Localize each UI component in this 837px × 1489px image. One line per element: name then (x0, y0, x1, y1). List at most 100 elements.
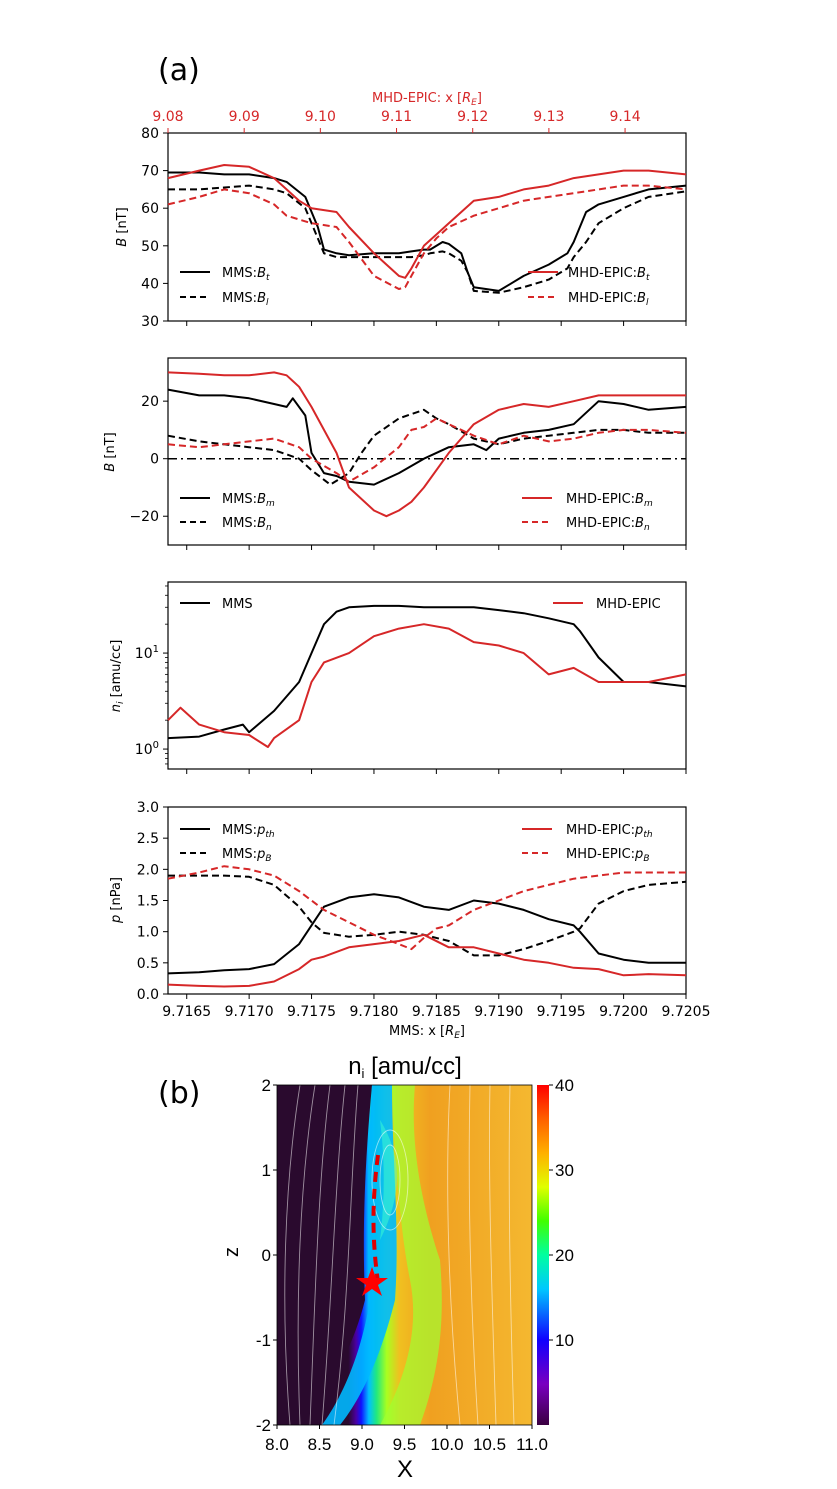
y-tick-label: 60 (141, 201, 159, 217)
legend-label: MMS:Bm (222, 492, 275, 509)
y-tick-label: 0.5 (137, 956, 159, 972)
x-tick-label: 9.7205 (662, 1004, 711, 1020)
x-tick-label: 9.7180 (349, 1004, 398, 1020)
colorbar (537, 1085, 549, 1425)
series-line (167, 408, 686, 486)
legend-label: MHD-EPIC (596, 597, 661, 612)
top-tick-label: 9.08 (152, 109, 183, 125)
panel-b-mn-series (167, 371, 687, 518)
series-line (168, 874, 687, 957)
series-line (167, 371, 686, 518)
map-island (380, 1120, 397, 1240)
y-tick-label: 2.0 (137, 862, 159, 878)
series-line (167, 417, 687, 483)
panel-pressure-series (167, 865, 687, 988)
y-tick-label: 0 (150, 452, 159, 468)
panel-b-total-series (167, 164, 687, 294)
panel-a-label: (a) (158, 53, 200, 88)
y-tick-label: 70 (141, 164, 159, 180)
y-tick-label: 20 (141, 394, 159, 410)
series-line (167, 604, 687, 740)
y-tick-label: 30 (141, 314, 159, 330)
legend-label: MMS:pB (222, 847, 272, 864)
map-x-tick-label: 10.0 (430, 1435, 463, 1454)
top-tick-label: 9.09 (229, 109, 260, 125)
colorbar-tick-label: 40 (555, 1076, 574, 1095)
y-tick-label: 1.5 (137, 894, 159, 910)
map-dark-region (277, 1085, 372, 1425)
y-tick-label: 2.5 (137, 831, 159, 847)
panel-pressure: 0.0 0.5 1.0 1.5 2.0 2.5 3.0 9.7165 9.7170 9.7175… (109, 800, 711, 1041)
series-line (167, 623, 687, 748)
panel-density-ylabel: ni [amu/cc] (109, 640, 126, 713)
x-tick-label: 9.7175 (287, 1004, 336, 1020)
map-ylabel: z (221, 1247, 243, 1257)
legend-left: MMS (180, 597, 253, 612)
x-tick-label: 9.7165 (162, 1004, 211, 1020)
x-axis-label: MMS: x [RE] (389, 1024, 465, 1041)
series-line (167, 893, 686, 975)
x-tick-label: 9.7195 (537, 1004, 586, 1020)
panel-b-mn-ylabel: B [nT] (103, 432, 118, 471)
top-axis-label: MHD-EPIC: x [RE] (372, 91, 482, 108)
map-y-tick-label: 2 (262, 1076, 271, 1095)
series-line (167, 184, 687, 290)
top-tick-label: 9.12 (457, 109, 488, 125)
legend-right: MHD-EPIC:Bt MHD-EPIC:Bl (528, 266, 650, 308)
y-tick-label: 50 (141, 239, 159, 255)
legend-left: MMS:Bt MMS:Bl (180, 266, 270, 308)
panel-density-yticks: 100 101 (135, 585, 687, 774)
density-map-panel: ni [amu/cc] 210-1-2 (221, 1053, 574, 1483)
legend-label: MHD-EPIC:pth (566, 823, 653, 840)
panel-b-total: 30 40 50 60 70 80 9.08 9.09 9.10 9.11 9.12 9.13 9.1… (115, 91, 687, 330)
y-tick-label: 100 (135, 740, 159, 758)
map-x-tick-label: 10.5 (473, 1435, 506, 1454)
series-line (167, 164, 687, 279)
series-line (167, 388, 687, 486)
map-x-tick-label: 11.0 (516, 1435, 548, 1454)
legend-label: MMS:pth (222, 823, 275, 840)
panel-pressure-yticks: 0.0 0.5 1.0 1.5 2.0 2.5 3.0 (137, 800, 687, 1003)
panel-b-mn-frame (167, 357, 687, 546)
series-line (168, 184, 687, 294)
panel-b-mn: −20 0 20 B [nT] MMS:Bm MMS:Bn MHD-EPIC:Bm … (103, 357, 687, 550)
map-xlabel: X (397, 1456, 413, 1483)
map-y-tick-label: 0 (262, 1246, 271, 1265)
map-y-tick-label: -2 (256, 1416, 271, 1435)
panel-b-total-top-axis: 9.08 9.09 9.10 9.11 9.12 9.13 9.14 (152, 109, 641, 133)
top-tick-label: 9.10 (305, 109, 336, 125)
legend-label: MHD-EPIC:Bt (568, 266, 650, 283)
panel-pressure-ylabel: p [nPa] (109, 877, 124, 924)
map-x-tick-label: 9.5 (393, 1435, 417, 1454)
legend-right: MHD-EPIC (553, 597, 661, 612)
top-tick-label: 9.13 (533, 109, 564, 125)
y-tick-label: 101 (135, 644, 159, 662)
legend-right: MHD-EPIC:Bm MHD-EPIC:Bn (522, 492, 653, 533)
panel-b-total-frame (167, 132, 687, 322)
map-x-tick-label: 8.0 (265, 1435, 289, 1454)
map-y-tick-label: 1 (262, 1161, 271, 1180)
map-x-tick-label: 9.0 (350, 1435, 374, 1454)
legend-right: MHD-EPIC:pth MHD-EPIC:pB (522, 823, 653, 864)
map-image (277, 1085, 532, 1425)
legend-label: MMS:Bt (222, 266, 270, 283)
top-tick-label: 9.14 (609, 109, 640, 125)
legend-label: MHD-EPIC:Bm (566, 492, 653, 509)
map-xticks: 8.0 8.5 9.0 9.5 10.0 10.5 11.0 (265, 1425, 548, 1454)
y-tick-label: 3.0 (137, 800, 159, 816)
legend-left: MMS:Bm MMS:Bn (180, 492, 275, 533)
x-tick-label: 9.7170 (225, 1004, 274, 1020)
map-title: ni [amu/cc] (348, 1053, 462, 1081)
map-x-tick-label: 8.5 (308, 1435, 332, 1454)
y-tick-label: 0.0 (137, 987, 159, 1003)
spacecraft-star-marker (356, 1267, 388, 1296)
series-line (167, 865, 686, 951)
map-field-lines (284, 1085, 515, 1425)
colorbar-tick-label: 20 (555, 1246, 574, 1265)
colorbar-ticks: 40 30 20 10 (549, 1076, 574, 1350)
panel-b-total-yticks: 30 40 50 60 70 80 (141, 126, 687, 330)
legend-label: MMS:Bn (222, 516, 272, 533)
legend-left: MMS:pth MMS:pB (180, 823, 275, 864)
panel-b-total-ylabel: B [nT] (115, 207, 130, 246)
y-tick-label: −20 (129, 509, 159, 525)
